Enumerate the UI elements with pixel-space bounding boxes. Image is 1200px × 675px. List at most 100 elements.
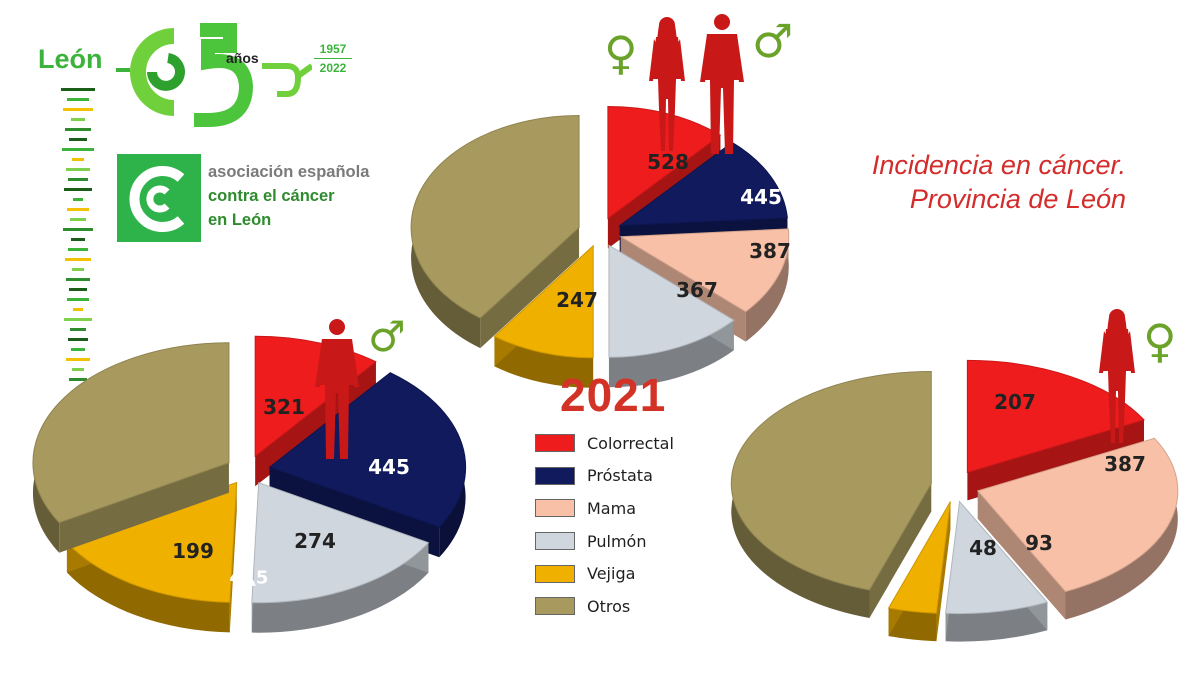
pie-label-total-vejiga: 247 (556, 288, 598, 312)
aecc-name: asociación española contra el cáncer en … (208, 160, 369, 232)
stripe (73, 308, 83, 311)
pie-label-stray: 4▲5 (229, 567, 269, 589)
stripe (68, 248, 88, 251)
stripe (73, 198, 83, 201)
man-silhouette-icon (315, 319, 359, 459)
pie-slice-vejiga (493, 244, 594, 388)
stripe (64, 318, 92, 321)
stripe (67, 98, 89, 101)
slice-top (608, 244, 735, 358)
slice-top (32, 342, 230, 524)
pie-slice-otros (410, 115, 580, 349)
stripe (62, 148, 94, 151)
stripe (67, 298, 89, 301)
slice-wall (967, 419, 1144, 501)
pie-mujeres (730, 359, 1179, 642)
stripe (66, 278, 90, 281)
slice-side (494, 336, 594, 388)
legend-item: Mama (535, 492, 674, 525)
pie-label-total-mama: 387 (749, 239, 791, 263)
slice-top (619, 228, 790, 313)
slice-side (888, 608, 937, 642)
stripe (72, 368, 84, 371)
legend-label: Colorrectal (587, 433, 674, 453)
stripe (69, 138, 87, 141)
stripe (65, 128, 91, 131)
female-symbol-icon: ♀ (604, 26, 638, 80)
chart-title-line1: Incidencia en cáncer. (871, 150, 1126, 180)
pie-slice-pulmón (608, 244, 735, 388)
slice-side (66, 542, 230, 633)
pie-label-hombres-colorrectal: 321 (263, 395, 305, 419)
slice-wall (977, 490, 1066, 620)
logo-year-start: 1957 (319, 42, 347, 56)
slice-side (1065, 438, 1178, 620)
pie-label-mujeres-pulmón: 93 (1025, 531, 1053, 555)
stripe (63, 108, 93, 111)
legend-item: Otros (535, 590, 674, 623)
legend-swatch (535, 532, 575, 551)
pie-slice-vejiga (887, 501, 951, 642)
legend-label: Pulmón (587, 531, 647, 551)
stripe (71, 118, 85, 121)
slice-top (887, 501, 951, 614)
stripe (72, 158, 84, 161)
stripe (72, 268, 84, 271)
aecc-line2: contra el cáncer (208, 187, 335, 205)
logo-years: 1957 2022 (314, 40, 352, 77)
slice-top (493, 244, 594, 359)
female-symbol-icon: ♀ (1143, 314, 1177, 368)
male-symbol-icon: ♂ (368, 312, 406, 361)
slice-top (251, 482, 430, 604)
slice-top (618, 141, 788, 227)
stripe (65, 258, 91, 261)
stripe (69, 378, 87, 381)
stripe (69, 288, 87, 291)
legend: Colorrectal Próstata Mama Pulmón Vejiga Otros (535, 427, 674, 623)
pie-label-mujeres-mama: 387 (1104, 452, 1146, 476)
pie-slice-mama (976, 437, 1179, 620)
slice-wall (869, 483, 932, 619)
legend-swatch (535, 564, 575, 583)
pie-label-hombres-pulmón: 274 (294, 529, 336, 553)
pie-slice-otros (730, 371, 932, 619)
stripe (68, 338, 88, 341)
pie-label-total-pulmón: 367 (676, 278, 718, 302)
legend-swatch (535, 499, 575, 518)
woman-silhouette-icon (1099, 309, 1135, 443)
legend-label: Mama (587, 498, 636, 518)
stripe (68, 178, 88, 181)
man-silhouette-icon (700, 14, 744, 154)
chart-title: Incidencia en cáncer. Provincia de León (800, 148, 1126, 216)
aecc-logo (117, 154, 201, 242)
logo-years-word: años (226, 50, 259, 66)
aecc-c-icon (129, 166, 185, 232)
pie-slice-colorrectal (966, 359, 1145, 501)
logo-year-end: 2022 (319, 61, 347, 75)
pie-label-mujeres-colorrectal: 207 (994, 390, 1036, 414)
slice-top (730, 371, 932, 591)
slice-top (945, 500, 1049, 615)
slice-wall (59, 462, 229, 553)
legend-swatch (535, 434, 575, 453)
stripe (71, 348, 85, 351)
logo-65-anniversary-icon (116, 23, 312, 127)
slice-top (66, 481, 238, 603)
stripe (66, 168, 90, 171)
aecc-line1: asociación española (208, 163, 370, 181)
logo-city: León (38, 44, 103, 74)
slice-side (251, 542, 429, 633)
stripe (67, 208, 89, 211)
slice-side (608, 320, 734, 388)
woman-silhouette-icon (649, 17, 685, 151)
legend-swatch (535, 466, 575, 485)
stripe (61, 88, 95, 91)
pie-hombres (32, 335, 467, 633)
pie-label-total-próstata: 445 (740, 185, 782, 209)
logo-stripes-decoration (61, 88, 95, 381)
slice-wall (936, 501, 951, 642)
legend-item: Pulmón (535, 525, 674, 558)
stripe (63, 228, 93, 231)
